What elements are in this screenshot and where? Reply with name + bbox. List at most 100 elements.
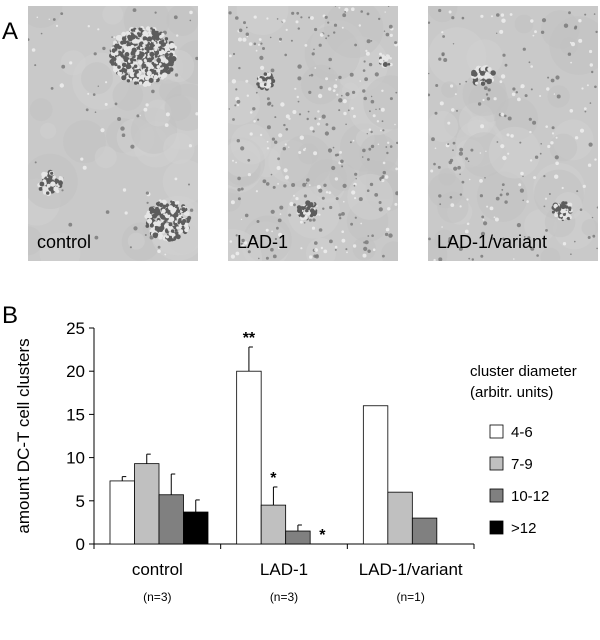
micrograph-cell — [360, 222, 363, 225]
micrograph-cluster-cell — [146, 58, 150, 62]
micrograph-cell — [105, 81, 108, 84]
legend-swatch — [489, 488, 504, 503]
micrograph-control-image — [28, 6, 198, 261]
micrograph-cell — [85, 108, 89, 112]
micrograph-cell — [245, 26, 248, 29]
micrograph-cell — [362, 253, 367, 258]
micrograph-cell — [493, 97, 497, 101]
micrograph-cell — [246, 94, 249, 97]
micrograph-cell — [341, 238, 346, 243]
micrograph-cluster-cell — [130, 51, 135, 56]
micrograph-cell — [363, 246, 368, 251]
micrograph-cluster-cell — [149, 229, 153, 232]
micrograph-cell — [280, 102, 285, 107]
micrograph-cluster-cell — [184, 227, 189, 233]
micrograph-cell — [59, 83, 64, 88]
micrograph-cell — [595, 30, 598, 34]
micrograph-cell — [380, 107, 385, 112]
micrograph-cluster-cell — [158, 226, 162, 230]
micrograph-shading — [236, 6, 289, 36]
micrograph-cell — [529, 130, 532, 134]
micrograph-cell — [483, 86, 488, 90]
micrograph-cell — [320, 246, 324, 250]
micrograph-cluster-cell — [121, 36, 127, 42]
micrograph-cell — [174, 73, 179, 77]
micrograph-cell — [532, 34, 535, 37]
micrograph-cell — [389, 145, 393, 148]
micrograph-cell — [465, 157, 469, 161]
micrograph-cell — [442, 35, 445, 38]
micrograph-cluster-cell — [132, 77, 138, 83]
micrograph-cell — [270, 68, 275, 73]
micrograph-cell — [515, 91, 518, 94]
micrograph-cell — [36, 16, 39, 19]
bar-7-9-LAD-1/variant — [387, 491, 413, 545]
micrograph-cell — [260, 42, 263, 45]
micrograph-cell — [550, 78, 555, 83]
micrograph-cluster-cell — [480, 67, 485, 71]
micrograph-cell — [388, 24, 393, 29]
micrograph-cell — [328, 67, 331, 70]
micrograph-shading — [112, 80, 144, 111]
micrograph-cluster-cell — [166, 62, 171, 67]
micrograph-cluster-cell — [123, 46, 129, 51]
micrograph-cell — [105, 210, 110, 214]
micrograph-cell — [341, 165, 344, 168]
micrograph-cluster-cell — [176, 226, 179, 229]
micrograph-cell — [121, 133, 126, 137]
micrograph-cell — [312, 218, 316, 222]
micrograph-cluster-cell — [165, 235, 169, 239]
micrograph-cell — [519, 141, 522, 144]
micrograph-cell — [61, 189, 64, 192]
micrograph-cell — [236, 99, 241, 104]
micrograph-cluster-cell — [154, 213, 158, 217]
micrograph-cell — [504, 63, 508, 67]
micrograph-cluster-cell — [387, 63, 391, 66]
micrograph-cell — [480, 124, 485, 129]
micrograph-cluster-cell — [303, 211, 307, 215]
micrograph-cell — [117, 117, 122, 121]
micrograph-cluster-cell — [143, 40, 148, 45]
micrograph-cell — [254, 237, 257, 240]
micrograph-cell — [94, 235, 99, 240]
micrograph-cell — [371, 234, 374, 237]
micrograph-cell — [593, 13, 596, 15]
micrograph-cell — [536, 254, 539, 257]
micrograph-cell — [453, 166, 458, 171]
micrograph-cluster-cell — [168, 216, 175, 222]
micrograph-cell — [581, 87, 584, 90]
micrograph-cell — [499, 29, 504, 34]
micrograph-cell — [366, 189, 370, 192]
micrograph-cluster-cell — [164, 59, 169, 64]
micrograph-cell — [230, 254, 235, 259]
micrograph-cell — [485, 150, 487, 152]
micrograph-cell — [551, 126, 555, 130]
micrograph-cell — [236, 103, 240, 107]
micrograph-cluster-cell — [58, 176, 64, 182]
micrograph-cell — [144, 234, 147, 236]
y-tick-label: 0 — [76, 535, 85, 554]
micrograph-cell — [328, 148, 331, 151]
micrograph-cell — [289, 201, 294, 207]
micrograph-cluster-cell — [266, 82, 272, 88]
micrograph-cluster-cell — [184, 211, 189, 216]
micrograph-shading — [363, 75, 398, 130]
micrograph-cell — [358, 197, 363, 202]
micrograph-cell — [279, 205, 284, 210]
micrograph-cell — [519, 188, 524, 193]
micrograph-cluster-cell — [133, 31, 137, 35]
micrograph-cluster-cell — [124, 52, 130, 57]
micrograph-cell — [336, 153, 340, 157]
micrograph-cell — [370, 130, 373, 134]
micrograph-cell — [367, 235, 370, 237]
micrograph-cluster-cell — [306, 206, 311, 211]
micrograph-cluster-cell — [178, 217, 183, 223]
micrograph-cell — [345, 92, 350, 97]
micrograph-cluster-cell — [164, 223, 169, 229]
micrograph-shading — [228, 80, 261, 126]
micrograph-cluster-cell — [46, 183, 51, 188]
micrograph-cell — [496, 32, 498, 34]
micrograph-cluster-cell — [127, 34, 132, 40]
micrograph-cluster-cell — [154, 207, 160, 213]
micrograph-cluster-cell — [47, 179, 50, 183]
